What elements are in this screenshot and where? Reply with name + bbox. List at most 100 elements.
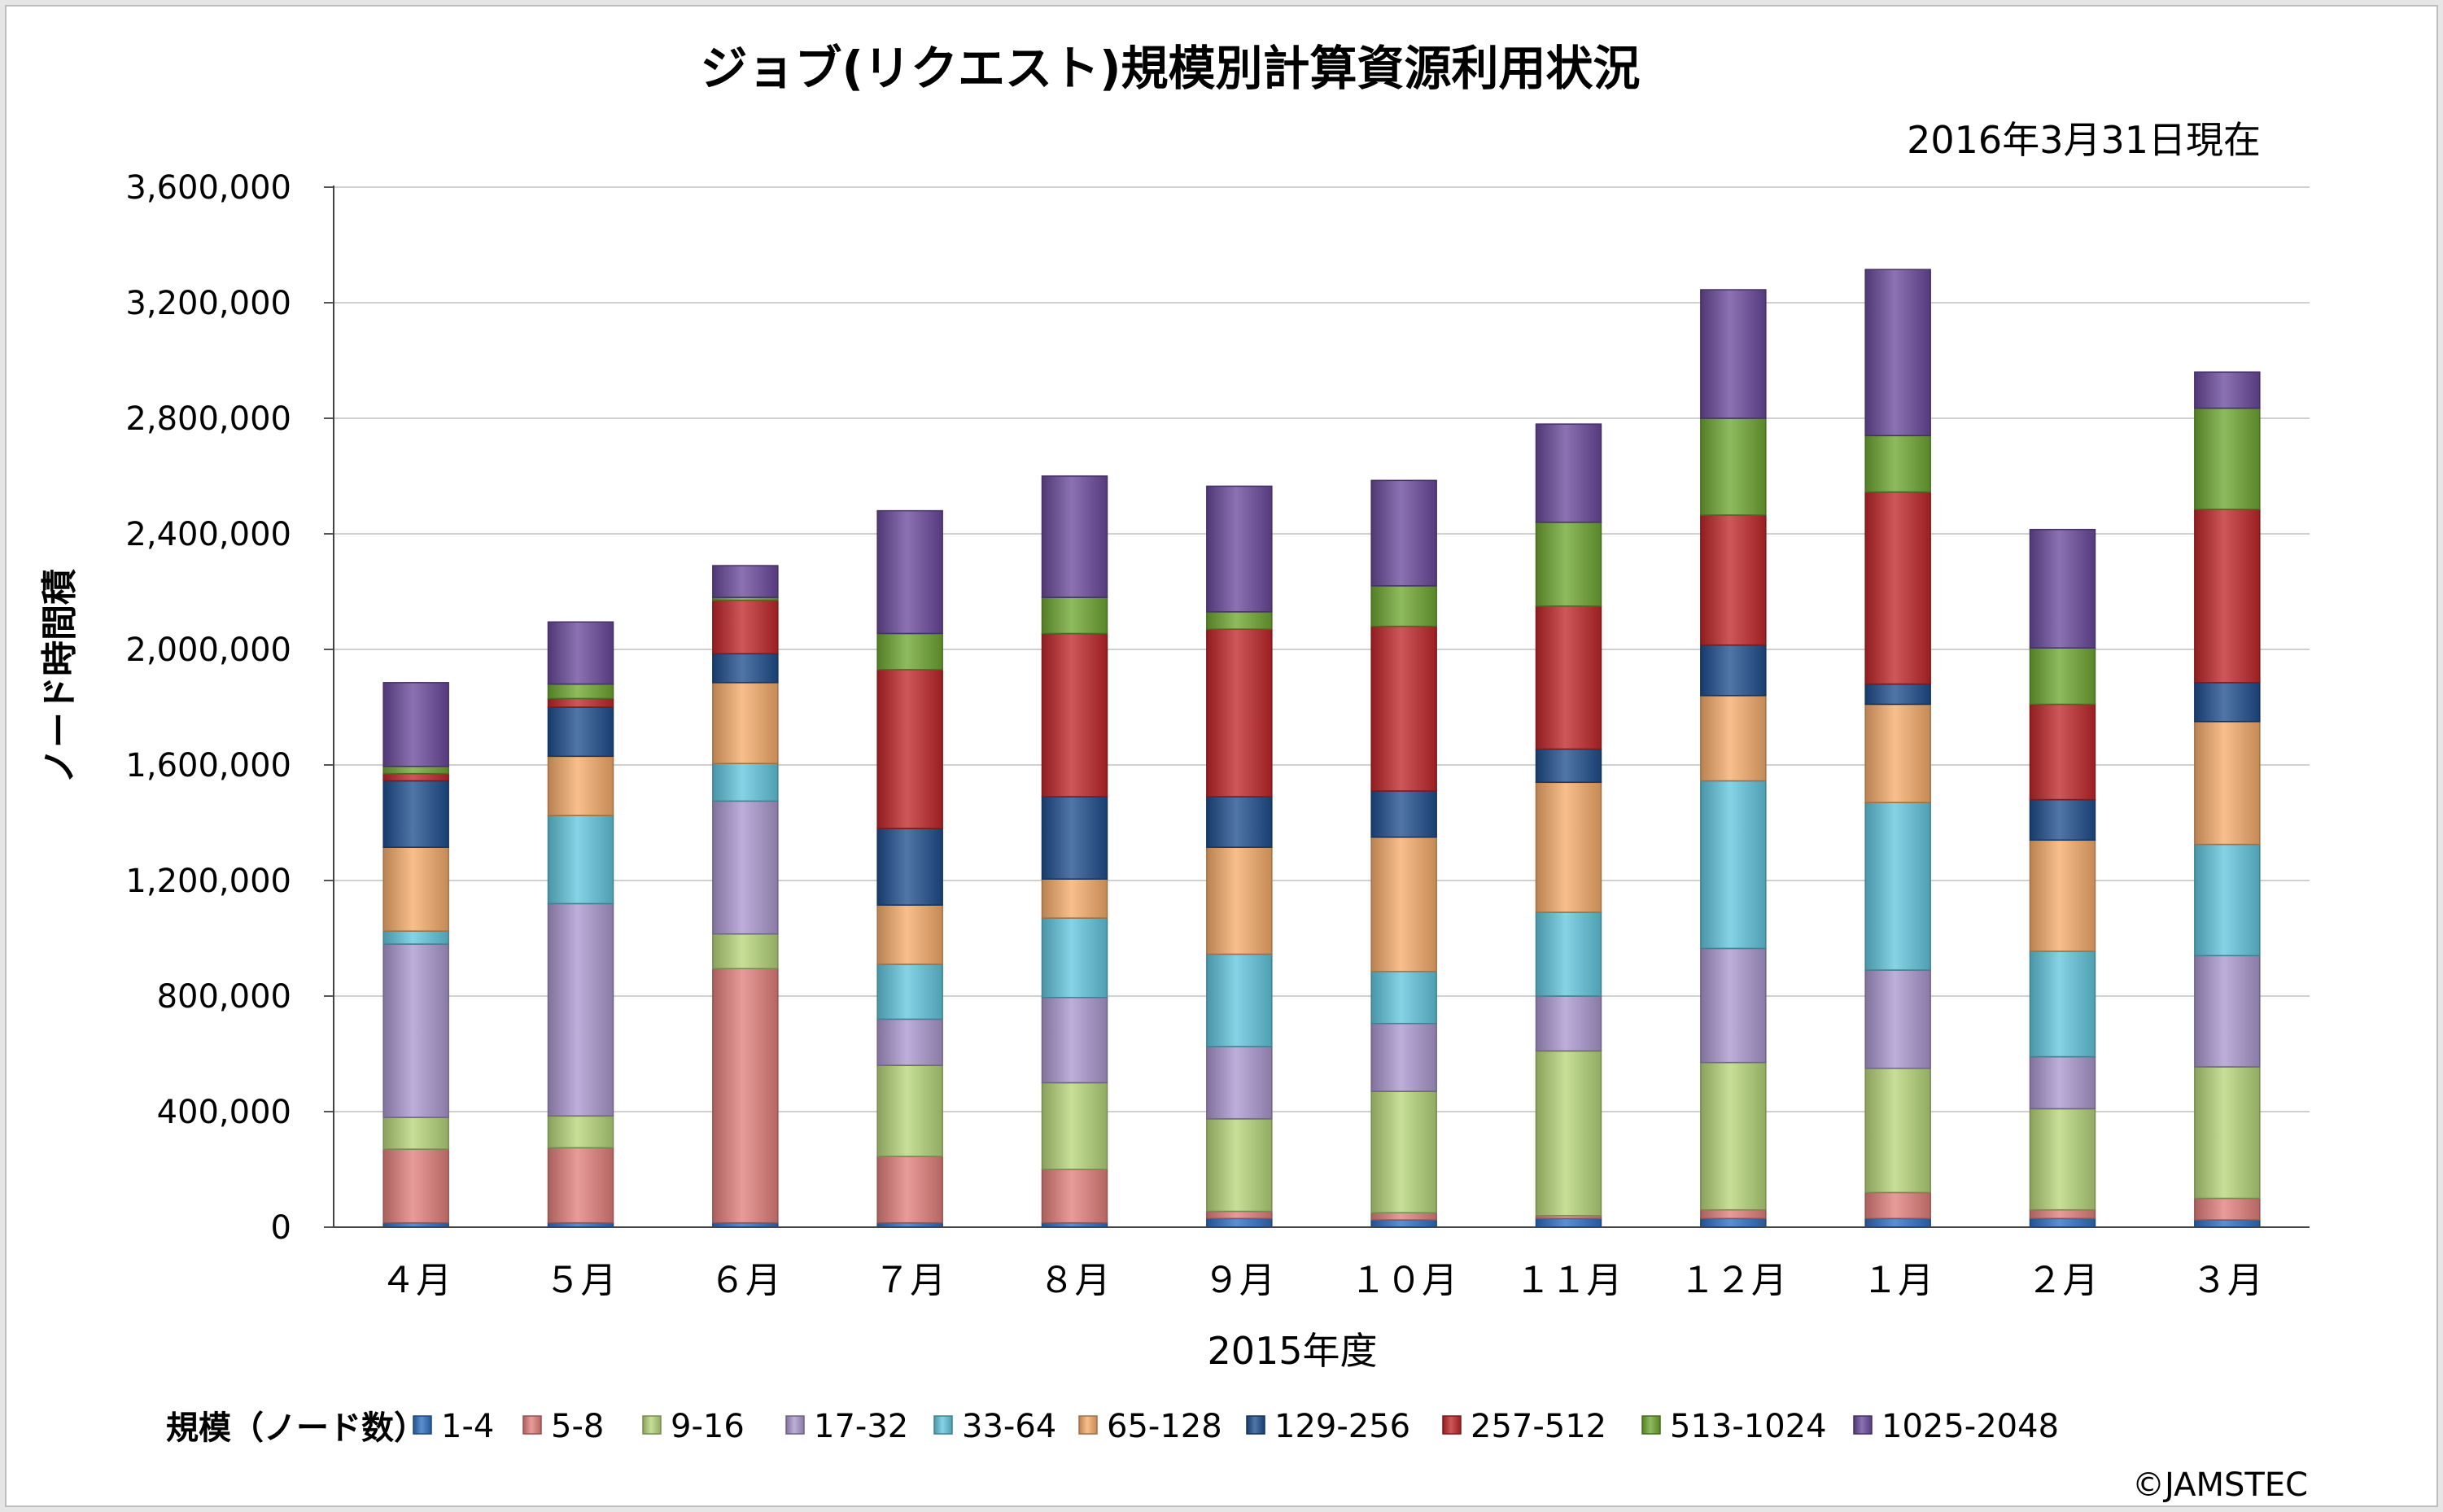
x-tick-label: ８月 (1039, 1260, 1111, 1301)
bar-segment (1700, 644, 1767, 697)
bar-segment (1700, 695, 1767, 782)
bar-segment (1864, 491, 1931, 685)
x-axis-title: 2015年度 (1207, 1329, 1377, 1373)
bar-segment (547, 815, 614, 905)
chart-subtitle: 2016年3月31日現在 (1907, 118, 2261, 162)
legend-label: 129-256 (1274, 1408, 1410, 1445)
bar-segment (2194, 1066, 2261, 1200)
bar-segment (876, 964, 943, 1020)
bar-stack (2029, 528, 2096, 1228)
y-tick-label: 3,600,000 (125, 169, 291, 207)
bar-segment (1206, 485, 1273, 613)
bar-segment (1041, 596, 1108, 635)
bar-segment (1535, 995, 1602, 1052)
bar-segment (1206, 1046, 1273, 1120)
bar-segment (1206, 796, 1273, 848)
bar-segment (382, 780, 449, 848)
bar-segment (2029, 1055, 2096, 1110)
bar-segment (1206, 1210, 1273, 1220)
gridlines (334, 186, 2310, 1112)
bar-segment (1370, 1219, 1437, 1228)
bar-segment (876, 904, 943, 965)
chart-frame: ジョブ(リクエスト)規模別計算資源利用状況 2016年3月31日現在 0 400,… (5, 5, 2438, 1507)
bar-segment (876, 828, 943, 906)
bars (382, 269, 2261, 1228)
bar-segment (547, 683, 614, 700)
bar-segment (547, 706, 614, 758)
bar-segment (712, 968, 779, 1224)
bar-segment (876, 669, 943, 829)
legend-label: 33-64 (962, 1408, 1056, 1445)
x-tick-label: １２月 (1680, 1260, 1787, 1301)
bar-segment (1864, 1191, 1931, 1220)
bar-segment (1041, 1082, 1108, 1170)
bar-segment (1535, 781, 1602, 913)
legend-label: 17-32 (814, 1408, 908, 1445)
legend-label: 9-16 (671, 1408, 745, 1445)
bar-segment (1041, 1169, 1108, 1224)
bar-segment (1370, 837, 1437, 972)
stacked-bar-chart: ジョブ(リクエスト)規模別計算資源利用状況 2016年3月31日現在 0 400,… (39, 41, 2310, 1504)
bar-segment (1864, 683, 1931, 706)
x-tick-label: ４月 (380, 1260, 452, 1301)
copyright-credit: ©JAMSTEC (2132, 1466, 2308, 1504)
x-tick-label: ７月 (874, 1260, 946, 1301)
bar-segment (1535, 423, 1602, 523)
x-tick-label: ５月 (545, 1260, 617, 1301)
x-tick-label: １１月 (1515, 1260, 1623, 1301)
x-tick-label: ６月 (710, 1260, 781, 1301)
bar-segment (1700, 1061, 1767, 1211)
bar-segment (382, 1117, 449, 1150)
bar-segment (2029, 839, 2096, 952)
bar-segment (547, 902, 614, 1117)
legend-swatch (522, 1415, 542, 1435)
y-tick-label: 2,400,000 (125, 516, 291, 553)
legend-swatch (1078, 1415, 1098, 1435)
bar-segment (1864, 703, 1931, 803)
bar-segment (1700, 514, 1767, 646)
bar-segment (1370, 625, 1437, 792)
bar-segment (712, 800, 779, 935)
bar-segment (1864, 1217, 1931, 1228)
bar-segment (1864, 269, 1931, 437)
x-tick-label: ９月 (1204, 1260, 1275, 1301)
bar-segment (1370, 1212, 1437, 1221)
bar-segment (1206, 1217, 1273, 1228)
bar-segment (712, 933, 779, 970)
bar-segment (547, 1147, 614, 1224)
bar-segment (712, 682, 779, 764)
bar-segment (1041, 997, 1108, 1084)
bar-segment (382, 846, 449, 932)
bar-segment (2194, 843, 2261, 957)
bar-segment (1864, 802, 1931, 971)
bar-segment (1041, 878, 1108, 919)
bar-segment (1864, 969, 1931, 1069)
y-axis-title: ノード時間積 (39, 569, 81, 784)
bar-segment (1700, 947, 1767, 1064)
bar-stack (2194, 371, 2261, 1228)
bar-segment (1864, 435, 1931, 493)
bar-segment (1370, 585, 1437, 627)
bar-segment (382, 682, 449, 767)
bar-segment (876, 1064, 943, 1157)
bar-segment (382, 943, 449, 1118)
bar-segment (2194, 1219, 2261, 1228)
bar-segment (1041, 632, 1108, 798)
bar-segment (712, 653, 779, 684)
legend-swatch (1246, 1415, 1265, 1435)
bar-stack (1041, 475, 1108, 1228)
bar-segment (1535, 1217, 1602, 1228)
bar-segment (2194, 407, 2261, 510)
bar-segment (1535, 911, 1602, 997)
bar-segment (382, 930, 449, 945)
bar-segment (2194, 955, 2261, 1068)
bar-segment (712, 565, 779, 598)
bar-segment (876, 509, 943, 635)
legend-swatch (1641, 1415, 1661, 1435)
legend-swatch (933, 1415, 953, 1435)
bar-segment (1206, 1118, 1273, 1213)
bar-segment (382, 772, 449, 782)
y-tick-label: 0 (271, 1209, 291, 1247)
legend-label: 65-128 (1107, 1408, 1222, 1445)
bar-segment (2029, 703, 2096, 801)
